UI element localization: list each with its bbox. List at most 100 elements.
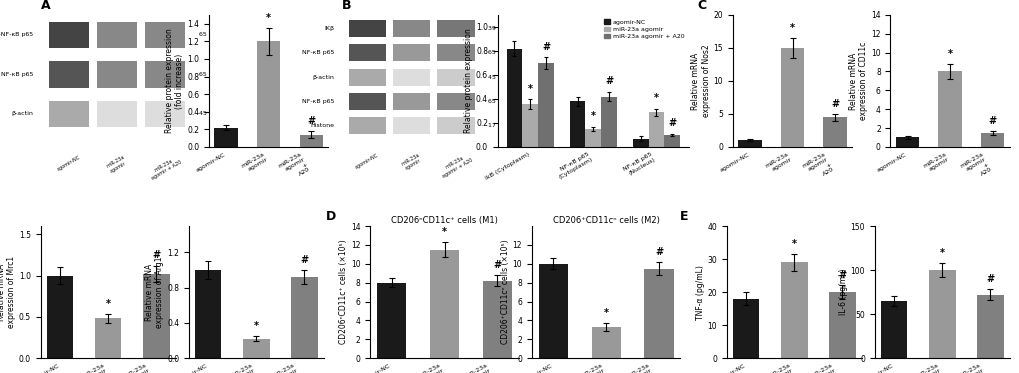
FancyBboxPatch shape	[392, 44, 430, 61]
Bar	[290, 277, 317, 358]
FancyBboxPatch shape	[97, 101, 137, 127]
Bar	[976, 295, 1003, 358]
FancyBboxPatch shape	[348, 116, 385, 134]
FancyBboxPatch shape	[97, 22, 137, 48]
Text: *: *	[653, 93, 658, 103]
Text: C: C	[696, 0, 705, 12]
Y-axis label: Relative mRNA
expression of Arg1: Relative mRNA expression of Arg1	[145, 256, 164, 328]
Text: #: #	[987, 116, 996, 126]
Y-axis label: CD206⁺CD11cⁿ cells (×10⁵): CD206⁺CD11cⁿ cells (×10⁵)	[500, 240, 510, 344]
Bar	[430, 250, 459, 358]
FancyBboxPatch shape	[145, 101, 184, 127]
Bar	[980, 133, 1004, 147]
Y-axis label: Relative mRNA
expression of Nos2: Relative mRNA expression of Nos2	[691, 45, 710, 117]
FancyBboxPatch shape	[392, 20, 430, 37]
Bar	[569, 101, 585, 147]
Bar	[143, 274, 169, 358]
Y-axis label: Relative protein expression
(fold increase): Relative protein expression (fold increa…	[165, 29, 184, 133]
Text: *: *	[266, 13, 271, 23]
Text: 65 kDa: 65 kDa	[199, 72, 221, 77]
Bar	[538, 264, 568, 358]
Text: #: #	[541, 42, 549, 51]
Text: #: #	[152, 250, 160, 260]
FancyBboxPatch shape	[437, 20, 474, 37]
Y-axis label: Relative mRNA
expression of CD11c: Relative mRNA expression of CD11c	[848, 42, 867, 120]
Y-axis label: IL-6 (pg/mL): IL-6 (pg/mL)	[838, 269, 847, 315]
Text: #: #	[654, 247, 662, 257]
Text: NF-κB p65: NF-κB p65	[302, 99, 334, 104]
Bar	[95, 319, 121, 358]
Text: *: *	[590, 111, 595, 121]
Bar	[214, 128, 237, 147]
Bar	[928, 270, 955, 358]
FancyBboxPatch shape	[392, 116, 430, 134]
FancyBboxPatch shape	[437, 69, 474, 86]
Bar	[257, 41, 280, 147]
Title: CD206⁺CD11cⁿ cells (M2): CD206⁺CD11cⁿ cells (M2)	[552, 216, 659, 225]
FancyBboxPatch shape	[392, 93, 430, 110]
Bar	[47, 276, 73, 358]
Text: β-actin: β-actin	[11, 112, 33, 116]
Text: 65 kDa: 65 kDa	[487, 99, 510, 104]
Bar	[600, 97, 616, 147]
Text: 45 kDa: 45 kDa	[487, 75, 510, 80]
Bar	[632, 138, 648, 147]
FancyBboxPatch shape	[437, 44, 474, 61]
Text: miR-23a
agomir + A20: miR-23a agomir + A20	[147, 155, 182, 181]
Text: B: B	[341, 0, 351, 12]
Text: #: #	[300, 255, 308, 265]
Y-axis label: CD206ⁿCD11c⁺ cells (×10⁵): CD206ⁿCD11c⁺ cells (×10⁵)	[339, 240, 347, 344]
Bar	[377, 283, 406, 358]
Bar	[937, 72, 961, 147]
Text: E: E	[679, 210, 688, 223]
Bar	[733, 299, 759, 358]
Bar	[781, 48, 804, 147]
FancyBboxPatch shape	[348, 69, 385, 86]
Text: 17 kDa: 17 kDa	[487, 123, 510, 128]
Title: CD206ⁿCD11c⁺ cells (M1): CD206ⁿCD11c⁺ cells (M1)	[390, 216, 497, 225]
Bar	[663, 135, 680, 147]
Bar	[195, 270, 221, 358]
Text: 39 kDa: 39 kDa	[487, 26, 510, 31]
Y-axis label: Relative protein expression: Relative protein expression	[464, 29, 473, 133]
Bar	[648, 112, 663, 147]
Bar	[822, 117, 846, 147]
Text: *: *	[441, 227, 446, 237]
Text: *: *	[790, 23, 795, 33]
FancyBboxPatch shape	[49, 61, 89, 88]
Bar	[644, 269, 673, 358]
Bar	[300, 135, 323, 147]
Text: *: *	[254, 321, 259, 331]
Text: #: #	[667, 118, 676, 128]
Bar	[506, 48, 522, 147]
FancyBboxPatch shape	[145, 61, 184, 88]
Text: #: #	[830, 98, 839, 109]
Y-axis label: TNF-α (pg/mL): TNF-α (pg/mL)	[695, 265, 704, 320]
Bar	[522, 104, 538, 147]
Text: P-NF-κB p65: P-NF-κB p65	[0, 32, 33, 37]
Text: miR-23a
agomir: miR-23a agomir	[399, 152, 423, 172]
Text: *: *	[603, 308, 608, 318]
Bar	[828, 292, 855, 358]
Text: IKβ: IKβ	[324, 26, 334, 31]
Text: *: *	[947, 48, 952, 59]
Text: β-actin: β-actin	[312, 75, 334, 80]
Text: *: *	[791, 239, 796, 249]
FancyBboxPatch shape	[348, 93, 385, 110]
FancyBboxPatch shape	[437, 93, 474, 110]
Text: miR-23a
agomir + A20: miR-23a agomir + A20	[438, 152, 473, 179]
Text: agomir-NC: agomir-NC	[355, 152, 379, 170]
Bar	[738, 140, 761, 147]
FancyBboxPatch shape	[348, 44, 385, 61]
Text: D: D	[325, 210, 335, 223]
Text: Histone: Histone	[310, 123, 334, 128]
Text: miR-23a
agomir: miR-23a agomir	[105, 155, 128, 174]
FancyBboxPatch shape	[49, 22, 89, 48]
FancyBboxPatch shape	[348, 20, 385, 37]
Text: NF-κB p65: NF-κB p65	[1, 72, 33, 77]
Text: #: #	[307, 116, 315, 126]
Bar	[243, 339, 269, 358]
Bar	[482, 281, 512, 358]
Bar	[880, 301, 907, 358]
Legend: agomir-NC, miR-23a agomir, miR-23a agomir + A20: agomir-NC, miR-23a agomir, miR-23a agomi…	[602, 18, 685, 40]
